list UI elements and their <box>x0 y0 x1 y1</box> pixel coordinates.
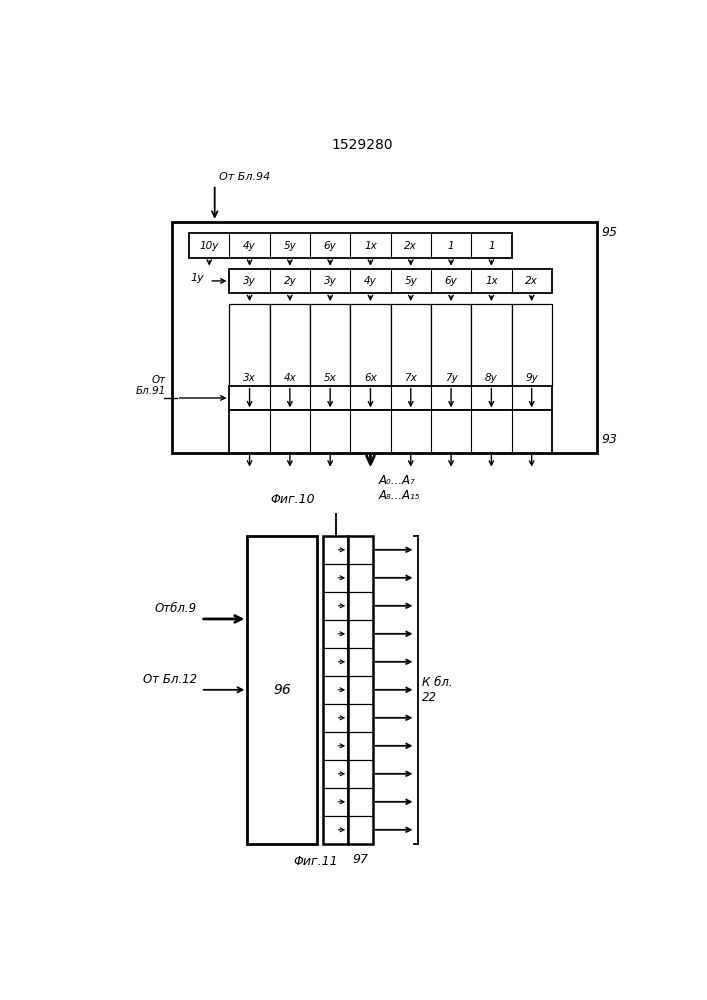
Text: 97: 97 <box>352 853 368 866</box>
Text: 4у: 4у <box>364 276 377 286</box>
Text: 7у: 7у <box>445 373 457 383</box>
Bar <box>391 304 431 386</box>
Bar <box>351 304 391 386</box>
Text: Отбл.9: Отбл.9 <box>155 602 197 615</box>
Text: 1: 1 <box>488 241 495 251</box>
Bar <box>230 386 552 410</box>
Bar <box>323 536 348 844</box>
Text: A₀...A₇
A₈...A₁₅: A₀...A₇ A₈...A₁₅ <box>378 474 420 502</box>
Text: 3х: 3х <box>243 373 256 383</box>
Text: 93: 93 <box>602 433 617 446</box>
Text: 2у: 2у <box>284 276 296 286</box>
Bar <box>230 304 270 386</box>
Bar <box>348 536 373 844</box>
Text: 3у: 3у <box>243 276 256 286</box>
Text: 9у: 9у <box>525 373 538 383</box>
Bar <box>230 410 552 453</box>
Text: 4х: 4х <box>284 373 296 383</box>
Text: Φиг.10: Φиг.10 <box>271 493 315 506</box>
Bar <box>189 233 512 258</box>
Bar <box>512 304 552 386</box>
Bar <box>230 269 552 293</box>
Text: 10у: 10у <box>199 241 219 251</box>
Text: 1х: 1х <box>485 276 498 286</box>
Bar <box>472 304 512 386</box>
Text: 2х: 2х <box>525 276 538 286</box>
Text: 6у: 6у <box>324 241 337 251</box>
Text: 1х: 1х <box>364 241 377 251</box>
Text: 1529280: 1529280 <box>331 138 393 152</box>
Text: От Бл.12: От Бл.12 <box>143 673 197 686</box>
Text: 5у: 5у <box>404 276 417 286</box>
Bar <box>247 536 317 844</box>
Text: 6у: 6у <box>445 276 457 286</box>
Text: 3у: 3у <box>324 276 337 286</box>
Text: Φиг.11: Φиг.11 <box>293 855 339 868</box>
Text: 8у: 8у <box>485 373 498 383</box>
Text: К бл.
22: К бл. 22 <box>422 676 453 704</box>
Text: 96: 96 <box>273 683 291 697</box>
Text: 5у: 5у <box>284 241 296 251</box>
Text: 4у: 4у <box>243 241 256 251</box>
Text: 6х: 6х <box>364 373 377 383</box>
Text: 2х: 2х <box>404 241 417 251</box>
Text: 95: 95 <box>602 226 617 239</box>
Text: 1: 1 <box>448 241 455 251</box>
Bar <box>310 304 351 386</box>
Bar <box>172 222 597 453</box>
Text: 7х: 7х <box>404 373 417 383</box>
Text: От Бл.94: От Бл.94 <box>218 172 270 182</box>
Text: 1у: 1у <box>191 273 204 283</box>
Text: От
Бл.91: От Бл.91 <box>136 375 166 396</box>
Bar <box>431 304 472 386</box>
Bar <box>270 304 310 386</box>
Text: 5х: 5х <box>324 373 337 383</box>
